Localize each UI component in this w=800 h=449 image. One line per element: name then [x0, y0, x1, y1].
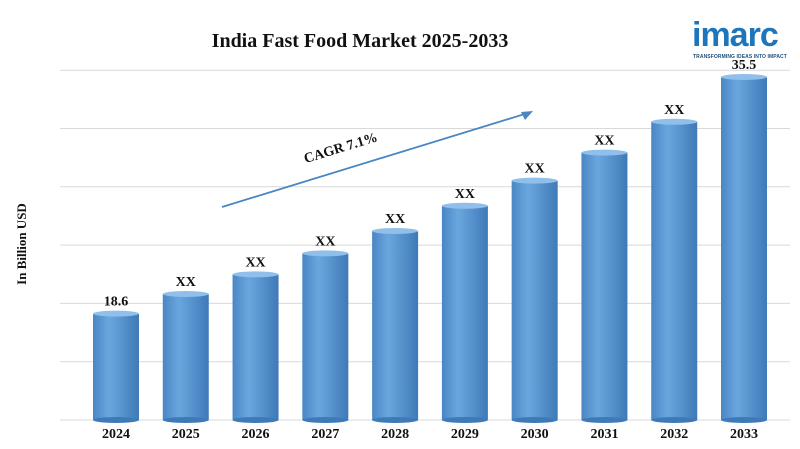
bar-top: [511, 177, 558, 184]
x-tick-label: 2025: [172, 427, 200, 442]
bar: [232, 274, 279, 420]
bar-base: [721, 417, 767, 423]
bars: [93, 74, 767, 423]
cagr-annotation: CAGR 7.1%: [221, 111, 533, 208]
y-axis-label: In Billion USD: [14, 203, 29, 285]
data-label: XX: [315, 234, 335, 249]
logo-wordmark: imarc: [692, 16, 779, 54]
x-tick-label: 2032: [660, 427, 688, 442]
bar: [302, 253, 349, 420]
bar-top: [581, 149, 628, 156]
chart-title: India Fast Food Market 2025-2033: [211, 30, 509, 52]
bar-base: [651, 417, 698, 423]
bar-top: [651, 118, 698, 125]
bar-top: [232, 271, 279, 278]
bar: [651, 121, 698, 421]
x-tick-label: 2033: [730, 427, 758, 442]
x-tick-label: 2030: [521, 427, 549, 442]
x-tick-label: 2027: [311, 427, 339, 442]
data-label: XX: [176, 275, 196, 290]
data-label: XX: [455, 187, 475, 202]
logo-tagline: TRANSFORMING IDEAS INTO IMPACT: [693, 54, 787, 60]
data-label: XX: [385, 212, 405, 227]
bar: [441, 205, 488, 420]
data-label: XX: [245, 255, 265, 270]
cagr-arrowhead: [521, 111, 533, 120]
bar-top: [441, 202, 488, 209]
bar-base: [372, 417, 419, 423]
bar: [162, 294, 209, 420]
bar-base: [302, 417, 349, 423]
bar-top: [162, 291, 209, 297]
bar: [721, 77, 767, 420]
bar-base: [232, 417, 279, 423]
data-labels: 18.6 XX XX XX XX XX XX XX XX 35.5: [104, 58, 757, 310]
data-label: XX: [525, 162, 545, 177]
x-tick-label: 2029: [451, 427, 479, 442]
bar: [93, 313, 139, 420]
data-label: XX: [594, 134, 614, 149]
bar-top: [93, 310, 139, 317]
bar-top: [721, 74, 767, 80]
x-tick-label: 2028: [381, 427, 409, 442]
bar: [372, 231, 419, 420]
data-label: 35.5: [732, 58, 757, 73]
x-tick-label: 2031: [590, 427, 618, 442]
x-tick-label: 2026: [242, 427, 270, 442]
data-label: XX: [664, 103, 684, 118]
imarc-logo: imarc TRANSFORMING IDEAS INTO IMPACT: [692, 18, 792, 64]
bar-base: [581, 417, 628, 423]
bar-top: [372, 228, 419, 234]
cagr-arrow: [221, 112, 529, 208]
bar: [581, 152, 628, 420]
bar: [511, 180, 558, 420]
bar-top: [302, 250, 349, 257]
bar-base: [93, 417, 139, 423]
x-tick-labels: 2024 2025 2026 2027 2028 2029 2030 2031 2032 2033: [102, 427, 758, 442]
data-label: 18.6: [104, 295, 129, 310]
bar-base: [511, 417, 558, 423]
bar-base: [162, 417, 209, 423]
bar-base: [441, 417, 488, 423]
x-tick-label: 2024: [102, 427, 130, 442]
